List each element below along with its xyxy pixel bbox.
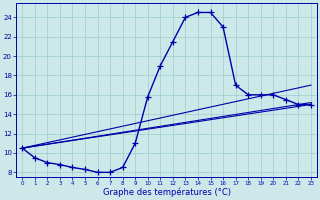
X-axis label: Graphe des températures (°C): Graphe des températures (°C) — [103, 188, 231, 197]
